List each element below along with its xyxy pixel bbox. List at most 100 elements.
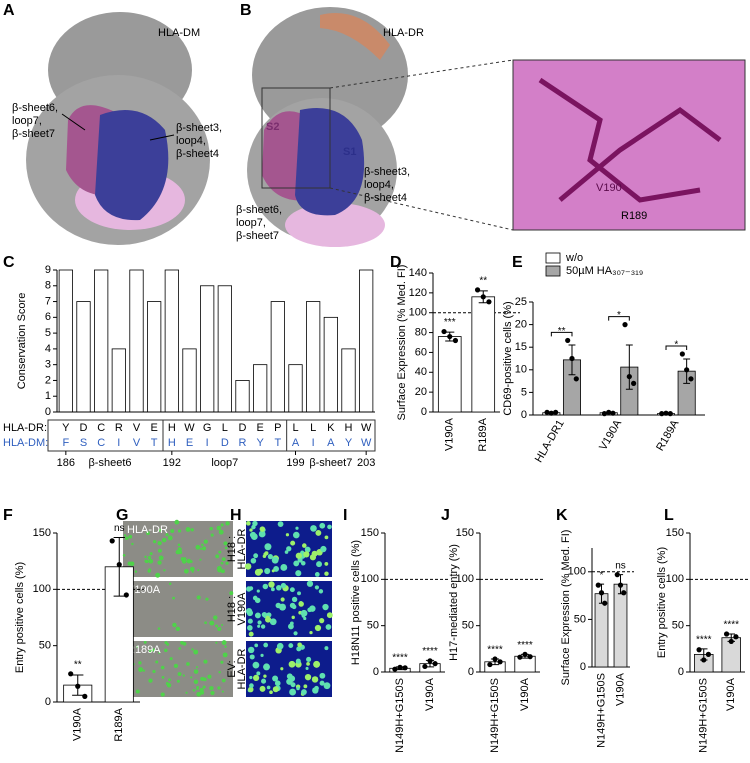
cell	[221, 690, 224, 693]
significance-bracket	[608, 316, 630, 321]
x-tick-label: V190A	[424, 677, 436, 711]
residue: H	[168, 422, 176, 434]
data-point	[544, 409, 550, 415]
data-point	[598, 590, 605, 596]
cell	[295, 570, 302, 577]
cell	[177, 529, 182, 533]
y-tick-label: 6	[45, 311, 51, 323]
cell	[229, 591, 234, 596]
significance-bracket	[550, 331, 573, 337]
cell	[158, 555, 164, 561]
cell	[122, 553, 126, 557]
cell	[325, 624, 332, 630]
cell	[200, 547, 203, 550]
cell	[148, 678, 153, 683]
cell	[262, 554, 267, 559]
microscopy-h	[244, 520, 333, 697]
y-tick-label: 9	[45, 264, 51, 276]
bar	[147, 301, 162, 413]
data-point	[123, 592, 129, 598]
cell	[319, 672, 326, 679]
residue: D	[80, 422, 88, 434]
y-tick-label: 15	[515, 341, 527, 353]
bar	[323, 316, 338, 413]
cell	[314, 624, 322, 632]
cell	[271, 556, 279, 564]
cell	[254, 643, 259, 648]
cell	[170, 528, 175, 533]
y-tick-label: 100	[666, 573, 684, 585]
y-axis-title: Entry positive cells (%)	[14, 562, 26, 673]
y-tick-label: 50	[367, 620, 379, 632]
y-tick-label: 20	[415, 386, 427, 398]
cell	[157, 560, 162, 565]
significance: ****	[487, 645, 503, 656]
cell	[134, 570, 138, 573]
cell	[148, 568, 152, 571]
cell	[160, 692, 165, 697]
cell	[264, 543, 272, 551]
cell	[324, 535, 329, 540]
cell	[205, 597, 209, 601]
cell	[220, 569, 225, 574]
cell	[217, 686, 221, 690]
cell	[135, 689, 140, 694]
cell	[257, 620, 262, 625]
cell	[305, 666, 309, 670]
cell	[296, 646, 302, 652]
bar	[94, 269, 109, 413]
data-point	[614, 572, 620, 578]
cell	[176, 679, 180, 683]
data-point	[626, 373, 632, 380]
image-label: V190A	[127, 584, 161, 596]
significance: ****	[517, 640, 533, 651]
panel-letter: G	[116, 507, 128, 524]
cell	[274, 680, 281, 687]
cell	[244, 563, 252, 570]
cell	[218, 550, 222, 554]
cell	[313, 660, 321, 668]
cell	[164, 648, 168, 653]
panel-letter: E	[512, 254, 523, 271]
cell	[310, 525, 317, 532]
cell	[213, 615, 218, 620]
cell	[263, 642, 269, 648]
x-tick-label: V190A	[725, 677, 737, 711]
cell	[289, 587, 295, 593]
significance: **	[74, 659, 82, 670]
cell	[146, 531, 150, 536]
cell	[128, 534, 133, 539]
region-label: β-sheet4	[364, 192, 407, 204]
data-point	[548, 410, 554, 416]
cell	[177, 672, 182, 676]
y-tick-label: 20	[515, 319, 527, 331]
cell	[304, 546, 311, 553]
data-point	[474, 287, 481, 293]
y-tick-label: 10	[515, 364, 527, 376]
cell	[293, 560, 300, 567]
cell	[319, 618, 325, 624]
cell	[178, 647, 182, 650]
cell	[272, 675, 279, 682]
y-tick-label: 0	[580, 661, 586, 673]
bar	[437, 336, 462, 413]
cell	[302, 543, 307, 548]
cell	[256, 671, 261, 676]
cell	[247, 618, 253, 624]
residue: Y	[345, 437, 353, 449]
region-label: loop4,	[176, 135, 206, 147]
cell	[129, 561, 135, 566]
y-axis-title: Entry positive cells (%)	[656, 547, 668, 658]
cell	[291, 615, 295, 620]
cell	[190, 676, 193, 679]
residue: T	[274, 437, 281, 449]
structure-b	[247, 7, 746, 247]
cell	[248, 686, 254, 693]
cell	[136, 645, 139, 648]
cell	[306, 656, 312, 662]
cell	[259, 685, 266, 692]
cell	[172, 596, 175, 600]
cell	[289, 602, 296, 609]
y-tick-label: 60	[415, 346, 427, 358]
pocket-label: S1	[343, 146, 356, 158]
